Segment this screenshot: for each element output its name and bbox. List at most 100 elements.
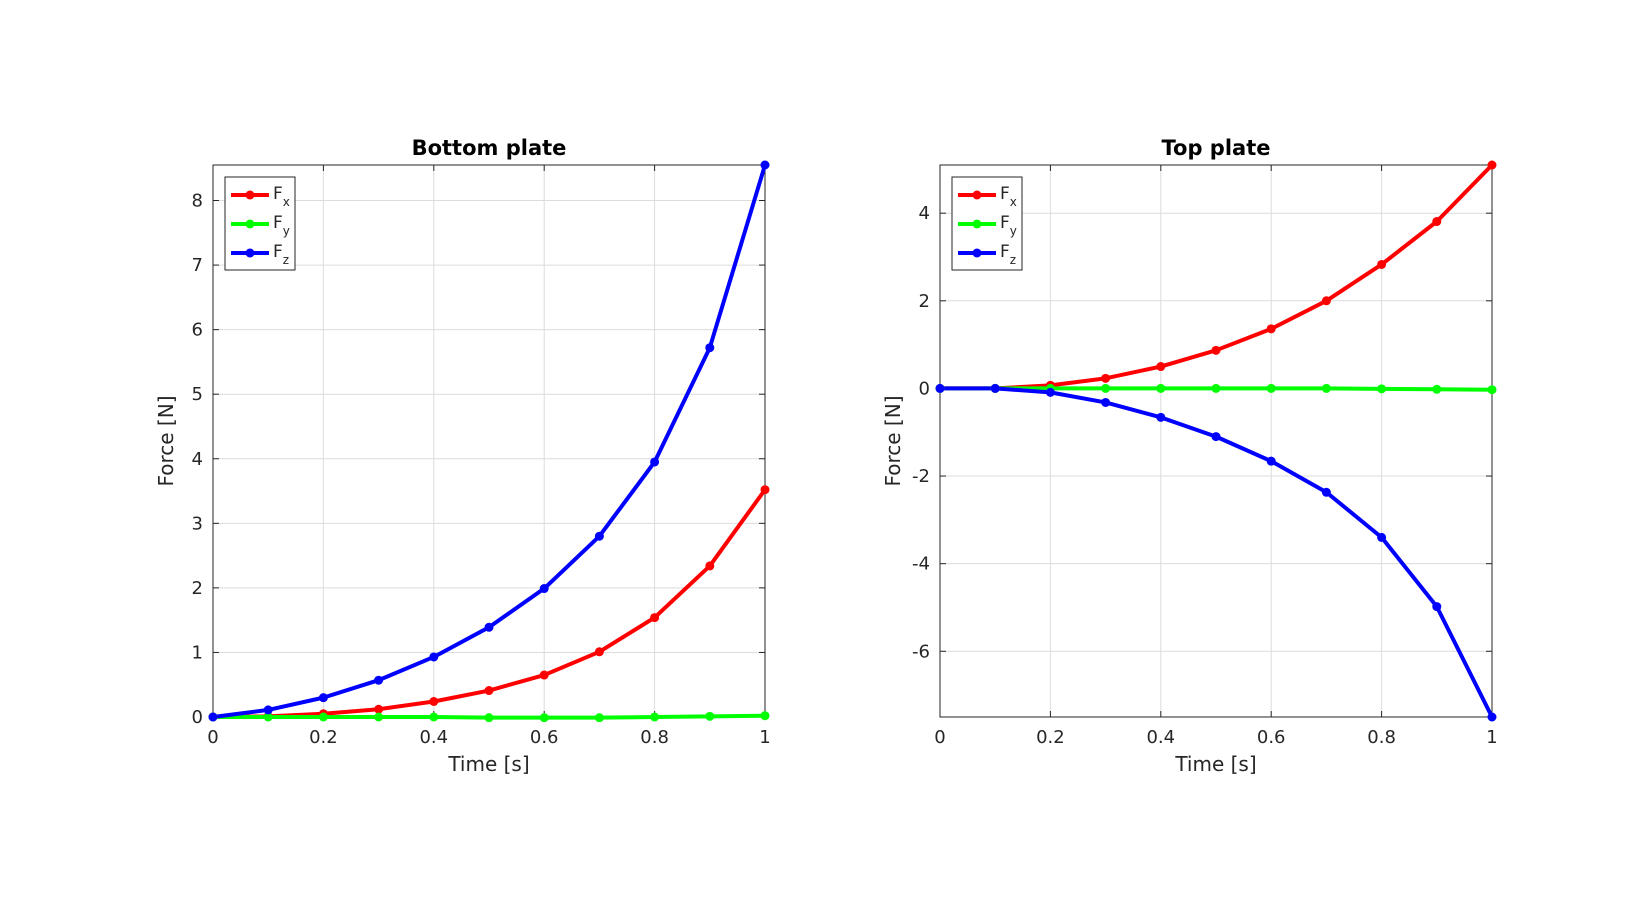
data-point-fy — [263, 712, 273, 722]
data-point-fx — [760, 485, 770, 495]
data-point-fx — [1377, 259, 1387, 269]
data-point-fy — [429, 712, 439, 722]
data-point-fz — [318, 693, 328, 703]
x-tick-label: 0.8 — [1367, 727, 1396, 748]
y-tick-label: 4 — [192, 449, 203, 470]
data-point-fz — [1101, 397, 1111, 407]
y-axis-label: Force [N] — [154, 395, 178, 486]
data-point-fx — [1156, 362, 1166, 372]
data-point-fz — [1156, 412, 1166, 422]
legend-subscript: x — [1010, 195, 1017, 209]
data-point-fz — [263, 705, 273, 715]
chart-title: Bottom plate — [412, 136, 567, 160]
data-point-fx — [1266, 324, 1276, 334]
x-tick-label: 1 — [1486, 727, 1497, 748]
y-tick-label: 1 — [192, 642, 203, 663]
data-point-fy — [484, 713, 494, 723]
data-point-fz — [1321, 487, 1331, 497]
y-tick-label: -6 — [912, 641, 930, 662]
data-point-fy — [594, 713, 604, 723]
legend-subscript: x — [283, 195, 290, 209]
data-point-fz — [1211, 432, 1221, 442]
data-point-fz — [484, 622, 494, 632]
chart-title: Top plate — [1162, 136, 1271, 160]
y-tick-label: -4 — [912, 554, 930, 575]
y-tick-label: 3 — [192, 513, 203, 534]
data-point-fz — [1266, 456, 1276, 466]
legend-subscript: y — [283, 224, 290, 238]
chart-panel-1: 0 0.2 0.4 0.6 0.8 1 0 1 2 3 4 5 6 7 8 Bottom plate Time … — [154, 136, 771, 776]
legend-marker-fz — [245, 248, 255, 258]
data-point-fx — [1487, 160, 1497, 170]
data-point-fx — [374, 704, 384, 714]
axes-box — [939, 164, 1493, 718]
x-tick-label: 0.4 — [419, 727, 448, 748]
legend-subscript: y — [1010, 224, 1017, 238]
series-group — [208, 160, 770, 723]
data-point-fy — [318, 712, 328, 722]
legend-marker-fz — [972, 248, 982, 258]
y-tick-label: 4 — [919, 203, 930, 224]
data-point-fz — [374, 675, 384, 685]
legend-marker-fx — [245, 190, 255, 200]
data-point-fx — [1321, 296, 1331, 306]
y-tick-label: 0 — [192, 707, 203, 728]
data-point-fy — [1266, 383, 1276, 393]
data-point-fz — [705, 343, 715, 353]
x-tick-label: 0.6 — [1257, 727, 1286, 748]
data-point-fx — [594, 647, 604, 657]
chart-panel-2: 0 0.2 0.4 0.6 0.8 1 -6 -4 -2 0 2 4 Top plate Time [s]… — [881, 136, 1498, 776]
data-point-fx — [539, 670, 549, 680]
data-point-fz — [1487, 712, 1497, 722]
data-point-fz — [594, 531, 604, 541]
x-axis-label: Time [s] — [447, 752, 529, 776]
data-point-fx — [1211, 345, 1221, 355]
legend-subscript: z — [283, 253, 289, 267]
data-point-fz — [429, 652, 439, 662]
plot-area — [213, 165, 765, 717]
y-tick-label: 2 — [919, 291, 930, 312]
y-tick-label: 8 — [192, 191, 203, 212]
data-point-fz — [935, 383, 945, 393]
legend-marker-fy — [245, 219, 255, 229]
y-axis-label: Force [N] — [881, 395, 905, 486]
data-point-fy — [1321, 383, 1331, 393]
data-point-fx — [1101, 373, 1111, 383]
data-point-fy — [374, 712, 384, 722]
data-point-fz — [1377, 532, 1387, 542]
data-point-fy — [1377, 384, 1387, 394]
y-tick-label: 0 — [919, 378, 930, 399]
x-axis-label: Time [s] — [1174, 752, 1256, 776]
data-point-fy — [539, 713, 549, 723]
x-tick-label: 0.2 — [1036, 727, 1065, 748]
y-tick-label: -2 — [912, 466, 930, 487]
x-tick-label: 0.4 — [1146, 727, 1175, 748]
data-point-fz — [990, 383, 1000, 393]
x-tick-label: 0.8 — [640, 727, 669, 748]
data-point-fx — [650, 613, 660, 623]
y-tick-label: 5 — [192, 384, 203, 405]
data-point-fy — [705, 711, 715, 721]
legend-subscript: z — [1010, 253, 1016, 267]
data-point-fy — [1432, 384, 1442, 394]
x-tick-label: 0 — [207, 727, 218, 748]
data-point-fz — [1432, 602, 1442, 612]
x-tick-label: 1 — [759, 727, 770, 748]
data-point-fx — [484, 686, 494, 696]
data-point-fx — [1432, 217, 1442, 227]
legend-marker-fy — [972, 219, 982, 229]
data-point-fz — [1045, 387, 1055, 397]
data-point-fy — [1101, 383, 1111, 393]
data-point-fz — [208, 712, 218, 722]
y-tick-label: 2 — [192, 578, 203, 599]
data-point-fy — [650, 712, 660, 722]
data-point-fy — [1487, 385, 1497, 395]
x-tick-label: 0.2 — [309, 727, 338, 748]
data-point-fz — [539, 584, 549, 594]
legend-marker-fx — [972, 190, 982, 200]
data-point-fy — [1211, 383, 1221, 393]
